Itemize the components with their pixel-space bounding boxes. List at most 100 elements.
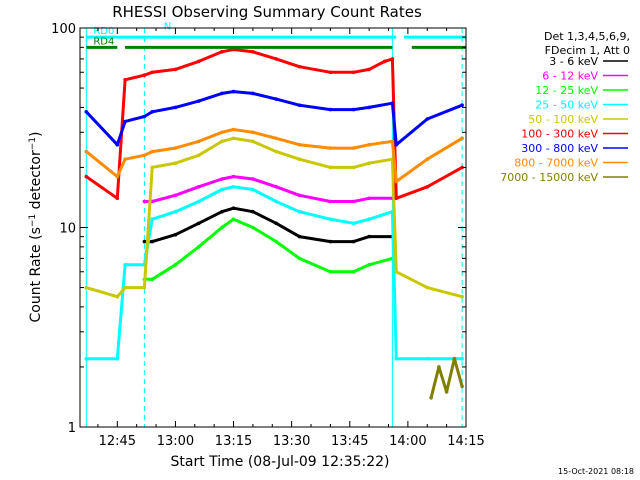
series-6-point-4: [150, 110, 154, 114]
series-7-point-18: [460, 136, 464, 141]
series-5-point-15: [382, 59, 387, 64]
series-6-point-18: [460, 103, 464, 107]
series-7-point-7: [220, 130, 224, 135]
series-2-point-7: [274, 239, 279, 244]
series-4-point-11: [297, 157, 302, 161]
series-4-point-8: [231, 136, 236, 141]
series-0-point-4: [220, 209, 224, 214]
series-7-point-3: [142, 153, 147, 158]
series-2-point-10: [351, 270, 356, 274]
series-6-point-0: [84, 110, 89, 114]
x-tick-label-6: 14:15: [447, 434, 484, 449]
series-7-point-2: [123, 157, 127, 161]
legend-label-5: 100 - 300 keV: [521, 128, 598, 141]
series-3-point-16: [394, 356, 399, 361]
series-7-point-14: [367, 142, 371, 147]
legend-label-2: 12 - 25 keV: [535, 84, 598, 97]
series-7-point-9: [251, 130, 255, 135]
series-7-point-11: [297, 142, 302, 147]
series-7-point-17: [425, 157, 430, 161]
series-1-point-3: [196, 185, 201, 189]
series-5-point-18: [425, 185, 430, 189]
x-tick-label-3: 13:30: [273, 434, 310, 449]
series-0-point-0: [142, 239, 147, 244]
series-4-point-18: [460, 294, 464, 299]
chart-title: RHESSI Observing Summary Count Rates: [112, 3, 422, 21]
series-5-point-5: [173, 67, 178, 72]
legend-label-4: 50 - 100 keV: [528, 113, 598, 126]
x-tick-label-2: 13:15: [215, 434, 252, 449]
series-6-point-2: [123, 119, 127, 124]
series-1-point-9: [328, 199, 333, 204]
series-4-point-3: [142, 285, 147, 290]
series-0-point-5: [231, 206, 236, 210]
series-7-point-4: [150, 149, 154, 154]
legend-label-7: 800 - 7000 keV: [514, 157, 598, 170]
legend-label-6: 300 - 800 keV: [521, 142, 598, 155]
series-7-point-0: [84, 149, 89, 154]
series-2-point-5: [231, 217, 236, 221]
series-0-point-1: [150, 239, 154, 244]
series-3-point-2: [123, 263, 127, 267]
series-2-point-8: [297, 256, 302, 261]
series-5-point-0: [84, 174, 89, 179]
series-2-point-4: [220, 225, 224, 230]
x-axis-label: Start Time (08-Jul-09 12:35:22): [170, 454, 389, 470]
series-1-point-6: [251, 177, 255, 181]
series-6-point-16: [394, 142, 399, 147]
series-5-point-14: [367, 67, 371, 72]
series-1-point-0: [142, 199, 147, 204]
series-5-point-9: [251, 50, 255, 54]
series-4-point-0: [84, 285, 89, 290]
y-axis-label-sup2: −1: [28, 137, 38, 150]
legend-header-0: Det 1,3,4,5,6,9,: [544, 30, 630, 43]
series-5-point-16: [390, 57, 395, 61]
series-8-point-4: [460, 384, 464, 389]
series-4-point-5: [173, 161, 178, 165]
series-4-point-1: [115, 294, 120, 299]
series-2-point-6: [251, 225, 255, 230]
series-6-point-15: [390, 101, 395, 105]
series-8-point-1: [437, 365, 441, 369]
x-tick-label-0: 12:45: [99, 434, 136, 449]
y-tick-label-2: 100: [51, 22, 76, 37]
series-1-point-2: [173, 193, 178, 198]
series-3-point-10: [274, 199, 279, 204]
series-6-point-3: [142, 114, 147, 119]
series-1-point-7: [274, 185, 279, 189]
x-axis-ticks: 12:45 13:00 13:15 13:30 13:45 14:00 14:15: [97, 28, 485, 449]
series-6-point-7: [220, 91, 224, 96]
series-1-point-10: [351, 199, 356, 204]
legend: Det 1,3,4,5,6,9,FDecim 1, Att 03 - 6 keV…: [500, 30, 630, 184]
y-axis-ticks: 1 10 100: [51, 22, 466, 436]
series-6-point-17: [425, 117, 430, 121]
x-tick-label-1: 13:00: [157, 434, 194, 449]
series-3-point-9: [251, 187, 255, 192]
series-6-point-1: [115, 142, 120, 147]
series-4-point-14: [367, 161, 371, 165]
series-3-point-6: [196, 199, 201, 204]
y-tick-label-1: 10: [59, 222, 76, 237]
series-3-point-8: [231, 185, 236, 189]
series-5-point-10: [274, 57, 279, 61]
series-2-point-1: [150, 277, 154, 282]
series-4-point-12: [328, 165, 333, 170]
legend-label-0: 3 - 6 keV: [549, 55, 598, 68]
series-5-point-1: [115, 196, 120, 201]
y-axis-label-end: ): [28, 132, 44, 137]
series-7-point-1: [115, 174, 120, 179]
series-2-point-2: [173, 263, 178, 267]
series-3-point-18: [460, 356, 464, 361]
series-3-point-5: [173, 209, 178, 214]
series-3-point-0: [84, 356, 89, 361]
series-6-point-11: [297, 103, 302, 107]
series-0-point-3: [196, 221, 201, 226]
series-1-point-4: [220, 177, 224, 181]
series-0-point-8: [297, 234, 302, 239]
series-3-point-14: [367, 217, 371, 221]
series-7-point-8: [231, 127, 236, 132]
series-4-point-7: [220, 139, 224, 144]
series-3-point-7: [220, 187, 224, 192]
